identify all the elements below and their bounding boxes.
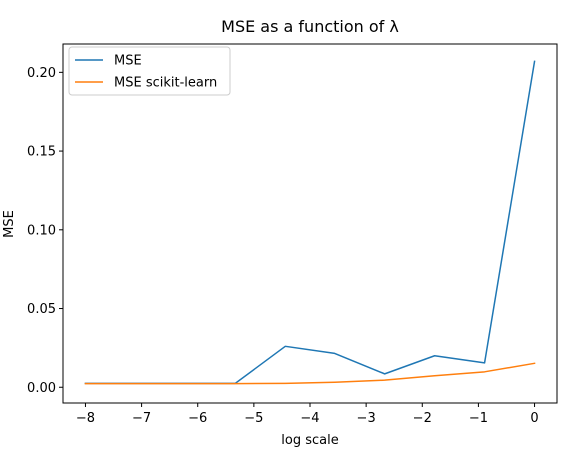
legend-label: MSE scikit-learn (114, 76, 217, 91)
chart-title: MSE as a function of λ (221, 17, 399, 36)
x-tick-label: 0 (530, 411, 538, 426)
y-tick-label: 0.20 (27, 66, 56, 81)
x-axis-label: log scale (281, 433, 338, 448)
y-tick-label: 0.15 (27, 145, 56, 160)
x-tick-label: −6 (188, 411, 207, 426)
legend: MSE MSE scikit-learn (68, 46, 231, 96)
x-tick-label: −4 (300, 411, 319, 426)
x-tick-label: −3 (357, 411, 376, 426)
x-tick-label: −8 (76, 411, 95, 426)
x-tick-label: −5 (244, 411, 263, 426)
y-tick-label: 0.00 (27, 381, 56, 396)
series-line-mse-scikit-learn (84, 362, 536, 385)
legend-box (68, 46, 231, 96)
y-tick-label: 0.05 (27, 302, 56, 317)
y-axis: 0.00 0.05 0.10 0.15 0.20 (27, 66, 63, 396)
y-tick-label: 0.10 (27, 223, 56, 238)
x-axis: −8 −7 −6 −5 −4 −3 −2 −1 0 (76, 403, 539, 426)
x-tick-label: −7 (132, 411, 151, 426)
series-lines (84, 60, 536, 385)
y-axis-label: MSE (2, 210, 17, 238)
x-tick-label: −2 (413, 411, 432, 426)
legend-label: MSE (114, 54, 142, 69)
x-tick-label: −1 (469, 411, 488, 426)
